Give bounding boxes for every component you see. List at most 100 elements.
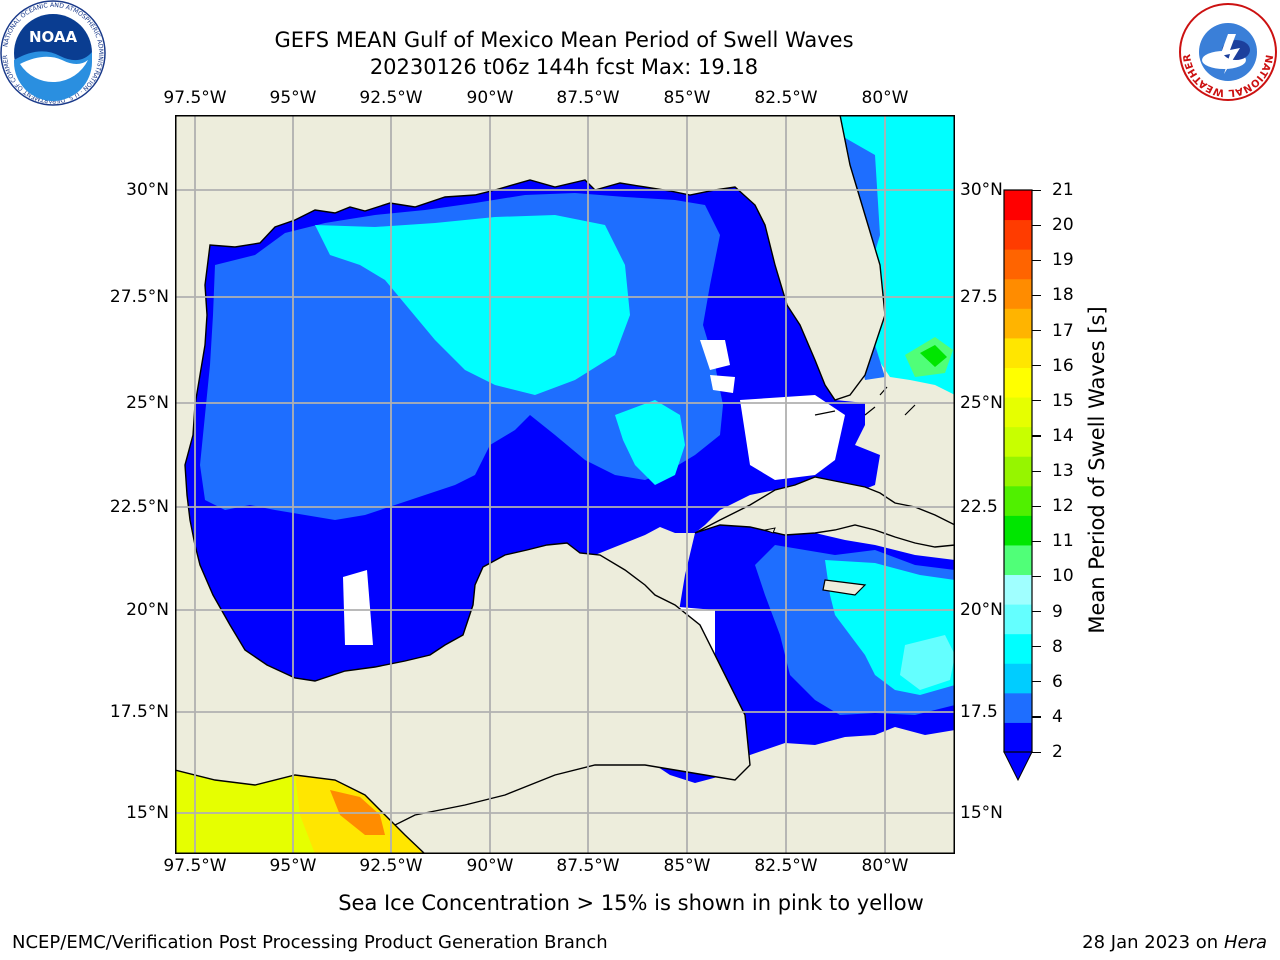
colorbar-segment bbox=[1004, 337, 1032, 368]
lat-label-left: 30°N bbox=[126, 180, 169, 200]
colorbar-segment bbox=[1004, 367, 1032, 398]
lat-label-left: 27.5°N bbox=[109, 287, 169, 307]
lon-label-bottom: 95°W bbox=[269, 856, 317, 876]
lon-label-top: 85°W bbox=[663, 88, 711, 108]
noaa-logo: NATIONAL OCEANIC AND ATMOSPHERIC ADMINIS… bbox=[0, 0, 106, 106]
lat-label-right: 27.5 bbox=[960, 287, 998, 307]
colorbar-tick-label: 20 bbox=[1052, 215, 1074, 236]
caribbean-peak bbox=[900, 635, 955, 690]
bahamas-islands bbox=[814, 386, 916, 416]
lon-label-bottom: 80°W bbox=[861, 856, 909, 876]
lat-label-right: 30°N bbox=[960, 180, 1003, 200]
colorbar bbox=[1003, 189, 1033, 782]
chart-subtitle: 20230126 t06z 144h fcst Max: 19.18 bbox=[369, 55, 759, 79]
colorbar-tick-mark bbox=[1032, 189, 1041, 191]
bay-of-campeche-nodata bbox=[343, 570, 373, 645]
colorbar-tick-mark bbox=[1032, 575, 1041, 578]
colorbar-segment bbox=[1004, 544, 1032, 576]
colorbar-tick-mark bbox=[1032, 611, 1041, 613]
footer-host: Hera bbox=[1223, 932, 1267, 953]
colorbar-tick-label: 14 bbox=[1052, 425, 1074, 446]
colorbar-segments bbox=[1004, 190, 1032, 753]
cayman-islands bbox=[763, 527, 776, 534]
lat-label-left: 15°N bbox=[126, 803, 169, 823]
gulf-high-period bbox=[315, 215, 630, 395]
lat-label-left: 25°N bbox=[126, 393, 169, 413]
colorbar-label: Mean Period of Swell Waves [s] bbox=[1085, 306, 1109, 634]
mexico-land bbox=[175, 115, 886, 854]
colorbar-tick-label: 13 bbox=[1052, 461, 1074, 481]
footer-credit: NCEP/EMC/Verification Post Processing Pr… bbox=[12, 932, 608, 953]
colorbar-tick-label: 10 bbox=[1052, 566, 1074, 587]
colorbar-segment bbox=[1004, 397, 1032, 428]
lon-label-top: 97.5°W bbox=[163, 88, 227, 108]
graticule bbox=[175, 115, 955, 854]
colorbar-segment bbox=[1004, 308, 1032, 339]
colorbar-segment bbox=[1004, 219, 1032, 250]
lat-label-right: 22.5 bbox=[960, 497, 998, 517]
colorbar-tick-mark bbox=[1032, 646, 1041, 648]
lon-label-top: 90°W bbox=[466, 88, 514, 108]
footer-date-text: 28 Jan 2023 on bbox=[1082, 932, 1224, 953]
lat-label-right: 17.5 bbox=[960, 702, 998, 722]
colorbar-tick-mark bbox=[1032, 259, 1041, 261]
lon-label-bottom: 85°W bbox=[663, 856, 711, 876]
lon-label-top: 92.5°W bbox=[359, 88, 423, 108]
colorbar-segment bbox=[1004, 604, 1032, 635]
colorbar-segment bbox=[1004, 485, 1032, 516]
lon-label-top: 82.5°W bbox=[754, 88, 818, 108]
lon-label-bottom: 90°W bbox=[466, 856, 514, 876]
colorbar-segment bbox=[1004, 722, 1032, 753]
colorbar-tick-mark bbox=[1032, 224, 1041, 226]
lon-label-bottom: 82.5°W bbox=[754, 856, 818, 876]
gulf-nodata-2 bbox=[710, 375, 735, 393]
colorbar-tick-mark bbox=[1032, 751, 1041, 753]
gulf-high-period-2 bbox=[615, 400, 685, 485]
colorbar-tick-label: 6 bbox=[1052, 671, 1063, 692]
gulf-nodata-1 bbox=[700, 340, 730, 370]
lat-label-left: 17.5°N bbox=[109, 702, 169, 722]
colorbar-tick-label: 9 bbox=[1052, 601, 1063, 622]
map-panel bbox=[175, 115, 955, 854]
lon-label-bottom: 97.5°W bbox=[163, 856, 227, 876]
colorbar-tick-mark bbox=[1032, 400, 1041, 402]
colorbar-tick-label: 18 bbox=[1052, 285, 1074, 306]
jamaica-land bbox=[822, 579, 867, 596]
cuba-land bbox=[694, 476, 955, 548]
lon-label-top: 80°W bbox=[861, 88, 909, 108]
map-frame bbox=[175, 115, 955, 854]
colorbar-segment bbox=[1004, 190, 1032, 221]
lat-label-right: 20°N bbox=[960, 600, 1003, 620]
bahamas-max bbox=[920, 345, 947, 367]
lat-label-left: 22.5°N bbox=[109, 497, 169, 517]
colorbar-segment bbox=[1004, 515, 1032, 546]
pacific-coast bbox=[175, 769, 426, 854]
colorbar-tick-label: 8 bbox=[1052, 636, 1063, 657]
colorbar-tick-label: 15 bbox=[1052, 390, 1074, 411]
colorbar-extend-arrow bbox=[1003, 751, 1033, 782]
lon-label-bottom: 87.5°W bbox=[556, 856, 620, 876]
colorbar-segment bbox=[1004, 456, 1032, 487]
lon-label-top: 87.5°W bbox=[556, 88, 620, 108]
lon-label-bottom: 92.5°W bbox=[359, 856, 423, 876]
chart-title: GEFS MEAN Gulf of Mexico Mean Period of … bbox=[274, 28, 854, 52]
colorbar-segment bbox=[1004, 574, 1032, 605]
colorbar-tick-mark bbox=[1032, 365, 1041, 367]
nws-logo: NATIONAL WEATHER SERVICE bbox=[1178, 2, 1277, 101]
colorbar-tick-label: 12 bbox=[1052, 496, 1074, 517]
florida-keys-nodata bbox=[740, 395, 845, 480]
colorbar-tick-label: 17 bbox=[1052, 320, 1074, 341]
lat-label-right: 15°N bbox=[960, 803, 1003, 823]
colorbar-segment bbox=[1004, 663, 1032, 694]
colorbar-tick-label: 19 bbox=[1052, 250, 1074, 271]
colorbar-segment bbox=[1004, 278, 1032, 309]
lat-label-left: 20°N bbox=[126, 600, 169, 620]
lon-label-top: 95°W bbox=[269, 88, 317, 108]
noaa-logo-text: NOAA bbox=[29, 28, 78, 46]
colorbar-segment bbox=[1004, 692, 1032, 723]
lat-label-right: 25°N bbox=[960, 393, 1003, 413]
colorbar-tick-mark bbox=[1032, 505, 1041, 507]
colorbar-tick-mark bbox=[1032, 470, 1041, 472]
colorbar-tick-label: 4 bbox=[1052, 706, 1063, 727]
colorbar-tick-mark bbox=[1032, 716, 1041, 718]
